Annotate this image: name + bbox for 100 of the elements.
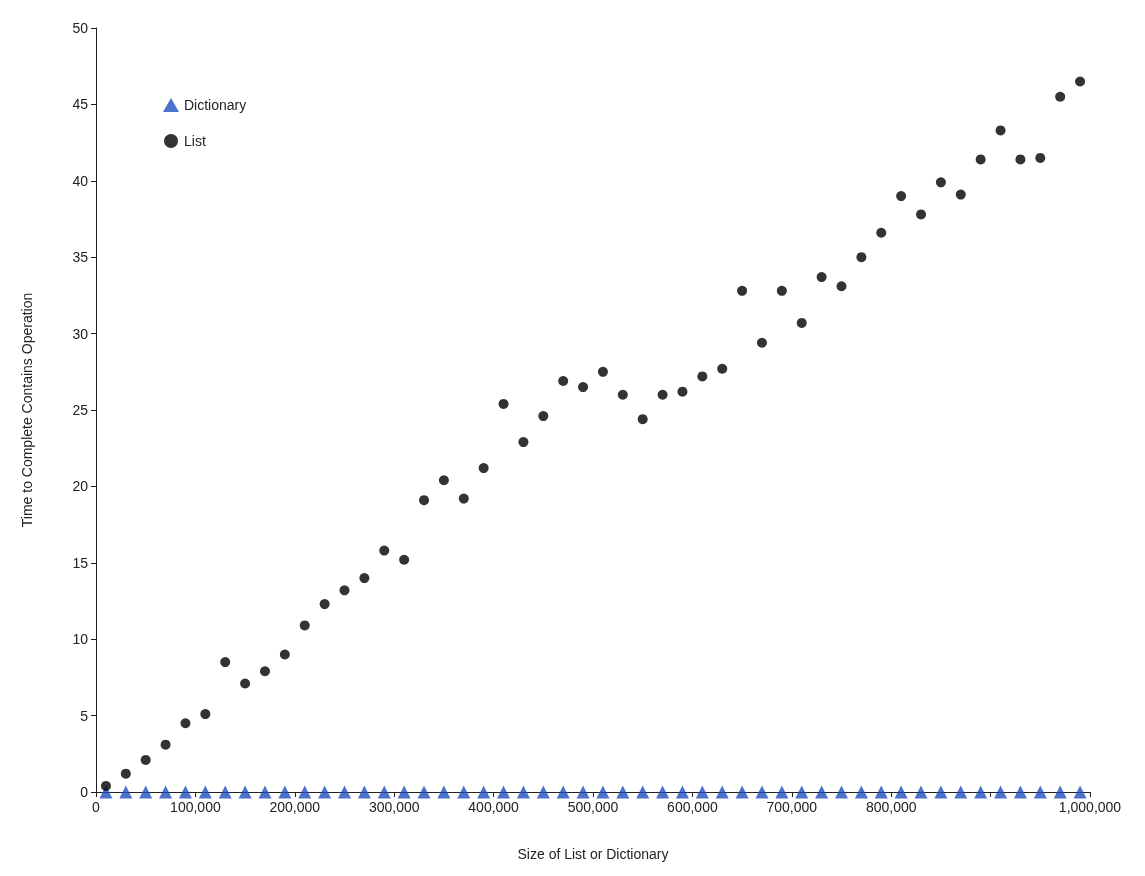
point	[318, 785, 332, 799]
point	[914, 785, 928, 799]
legend-label: Dictionary	[184, 97, 247, 113]
point	[159, 785, 173, 799]
point	[178, 785, 192, 799]
y-tick-label: 15	[72, 554, 89, 571]
point	[578, 382, 589, 393]
point	[657, 389, 668, 400]
point	[558, 375, 569, 386]
x-axis-title: Size of List or Dictionary	[517, 846, 669, 862]
point	[536, 785, 550, 799]
point	[954, 785, 968, 799]
point	[776, 285, 787, 296]
point	[379, 545, 390, 556]
point	[755, 785, 769, 799]
point	[1053, 785, 1067, 799]
point	[995, 125, 1006, 136]
point	[636, 785, 650, 799]
x-tick-label: 200,000	[269, 799, 321, 815]
point	[597, 366, 608, 377]
point	[278, 785, 292, 799]
point	[994, 785, 1008, 799]
x-tick-label: 300,000	[368, 799, 420, 815]
point	[438, 475, 449, 486]
point	[596, 785, 610, 799]
point	[1015, 154, 1026, 165]
point	[198, 785, 212, 799]
point	[874, 785, 888, 799]
point	[697, 371, 708, 382]
point	[795, 785, 809, 799]
point	[974, 785, 988, 799]
y-tick-label: 0	[80, 784, 89, 800]
x-tick-label: 1,000,000	[1058, 799, 1122, 815]
point	[677, 386, 688, 397]
point	[1075, 76, 1086, 87]
point	[796, 317, 807, 328]
point	[894, 785, 908, 799]
point	[816, 272, 827, 283]
point	[1055, 91, 1066, 102]
point	[1013, 785, 1027, 799]
point	[735, 785, 749, 799]
x-tick-label: 600,000	[667, 799, 718, 815]
point	[516, 785, 530, 799]
point	[120, 768, 131, 779]
y-tick-label: 50	[72, 20, 89, 36]
point	[397, 785, 411, 799]
point	[576, 785, 590, 799]
point	[617, 389, 628, 400]
point	[896, 191, 907, 202]
point	[220, 657, 231, 668]
point	[836, 281, 847, 292]
y-tick-label: 25	[72, 402, 89, 418]
point	[1073, 785, 1087, 799]
point	[934, 785, 948, 799]
point	[299, 620, 310, 631]
point	[319, 599, 330, 610]
point	[717, 363, 728, 374]
point	[538, 411, 549, 422]
point	[298, 785, 312, 799]
point	[556, 785, 570, 799]
point	[756, 337, 767, 348]
y-tick-label: 40	[72, 172, 89, 189]
y-axis-title: Time to Complete Contains Operation	[19, 292, 35, 528]
point	[695, 785, 709, 799]
point	[100, 780, 111, 791]
point	[1033, 785, 1047, 799]
y-tick-label: 5	[80, 707, 89, 724]
point	[258, 785, 272, 799]
point	[1035, 152, 1046, 163]
point	[119, 785, 133, 799]
y-tick-label: 10	[72, 631, 89, 648]
y-tick-label: 30	[72, 325, 89, 342]
point	[240, 678, 251, 689]
x-tick-label: 0	[92, 799, 101, 815]
point	[637, 414, 648, 425]
point	[518, 437, 529, 448]
point	[498, 398, 509, 409]
point	[955, 189, 966, 200]
x-tick-label: 700,000	[766, 799, 818, 815]
point	[180, 718, 191, 729]
point	[139, 785, 153, 799]
point	[675, 785, 689, 799]
x-tick-label: 400,000	[468, 799, 520, 815]
point	[338, 785, 351, 799]
point	[419, 495, 430, 506]
point	[975, 154, 986, 165]
point	[616, 785, 630, 799]
point	[200, 709, 211, 720]
point	[835, 785, 848, 799]
legend-label: List	[184, 133, 206, 149]
y-tick-label: 20	[72, 478, 89, 495]
x-tick-label: 500,000	[567, 799, 619, 815]
point	[399, 554, 410, 565]
point	[935, 177, 946, 188]
point	[656, 785, 670, 799]
point	[377, 785, 391, 799]
point	[457, 785, 471, 799]
x-tick-label: 800,000	[865, 799, 917, 815]
point	[916, 209, 927, 220]
point	[339, 585, 350, 596]
